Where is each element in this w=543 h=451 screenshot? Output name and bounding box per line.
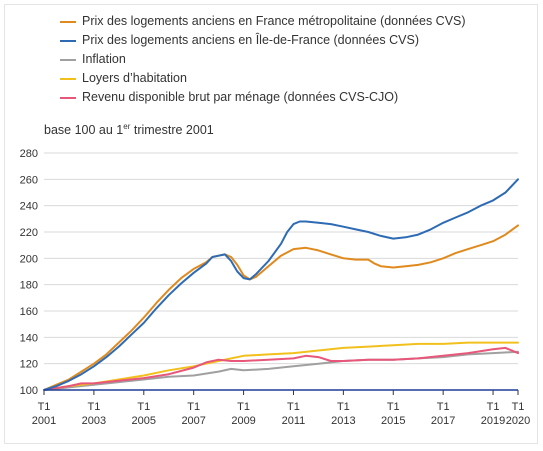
- y-tick-label-200: 200: [20, 253, 38, 265]
- chart-frame: [4, 4, 538, 444]
- x-tick-year-2017: 2017: [431, 415, 455, 427]
- y-tick-label-120: 120: [20, 359, 38, 371]
- x-tick-quarter-2013: T1: [337, 401, 350, 413]
- legend-swatch-inflation: [60, 59, 76, 61]
- legend-label-inflation: Inflation: [82, 52, 126, 66]
- legend-swatch-revenu: [60, 97, 76, 99]
- chart-subtitle: base 100 au 1er trimestre 2001: [44, 122, 214, 137]
- x-tick-year-2003: 2003: [82, 415, 106, 427]
- series-line-2: [43, 350, 519, 391]
- x-tick-year-2013: 2013: [331, 415, 355, 427]
- series-line-1: [43, 178, 519, 391]
- x-tick-quarter-2019: T1: [487, 401, 500, 413]
- legend-label-loyers: Loyers d’habitation: [82, 71, 187, 85]
- x-tick-quarter-2017: T1: [437, 401, 450, 413]
- legend-label-france: Prix des logements anciens en France mét…: [82, 14, 466, 28]
- x-tick-year-2005: 2005: [132, 415, 156, 427]
- subtitle-sup: er: [123, 122, 131, 131]
- x-tick-year-2019: 2019: [481, 415, 505, 427]
- x-tick-year-2011: 2011: [282, 415, 306, 427]
- y-tick-label-100: 100: [20, 385, 38, 397]
- x-tick-quarter-2003: T1: [87, 401, 100, 413]
- series-line-3: [43, 341, 519, 391]
- x-tick-year-2001: 2001: [32, 415, 56, 427]
- y-tick-label-160: 160: [20, 306, 38, 318]
- series-line-0: [43, 224, 519, 391]
- x-tick-quarter-2005: T1: [137, 401, 150, 413]
- x-tick-quarter-2011: T1: [287, 401, 300, 413]
- legend-swatch-ile-de-france: [60, 40, 76, 42]
- x-tick-quarter-2007: T1: [187, 401, 200, 413]
- y-tick-label-240: 240: [20, 201, 38, 213]
- y-tick-label-140: 140: [20, 332, 38, 344]
- x-tick-year-2020: 2020: [506, 415, 530, 427]
- y-tick-label-280: 280: [20, 148, 38, 160]
- x-tick-year-2015: 2015: [381, 415, 405, 427]
- x-tick-year-2009: 2009: [231, 415, 255, 427]
- legend-swatch-france: [60, 21, 76, 23]
- subtitle-suffix: trimestre 2001: [130, 123, 214, 138]
- x-tick-quarter-2020: T1: [512, 401, 525, 413]
- series-line-4: [43, 346, 519, 391]
- x-tick-quarter-2001: T1: [38, 401, 51, 413]
- legend-label-ile-de-france: Prix des logements anciens en Île-de-Fra…: [82, 33, 419, 47]
- y-tick-label-180: 180: [20, 280, 38, 292]
- x-tick-year-2007: 2007: [181, 415, 205, 427]
- legend-label-revenu: Revenu disponible brut par ménage (donné…: [82, 90, 399, 104]
- legend-swatch-loyers: [60, 78, 76, 80]
- y-tick-label-260: 260: [20, 174, 38, 186]
- x-tick-quarter-2009: T1: [237, 401, 250, 413]
- x-tick-quarter-2015: T1: [387, 401, 400, 413]
- y-tick-label-220: 220: [20, 227, 38, 239]
- subtitle-prefix: base 100 au 1: [44, 123, 124, 138]
